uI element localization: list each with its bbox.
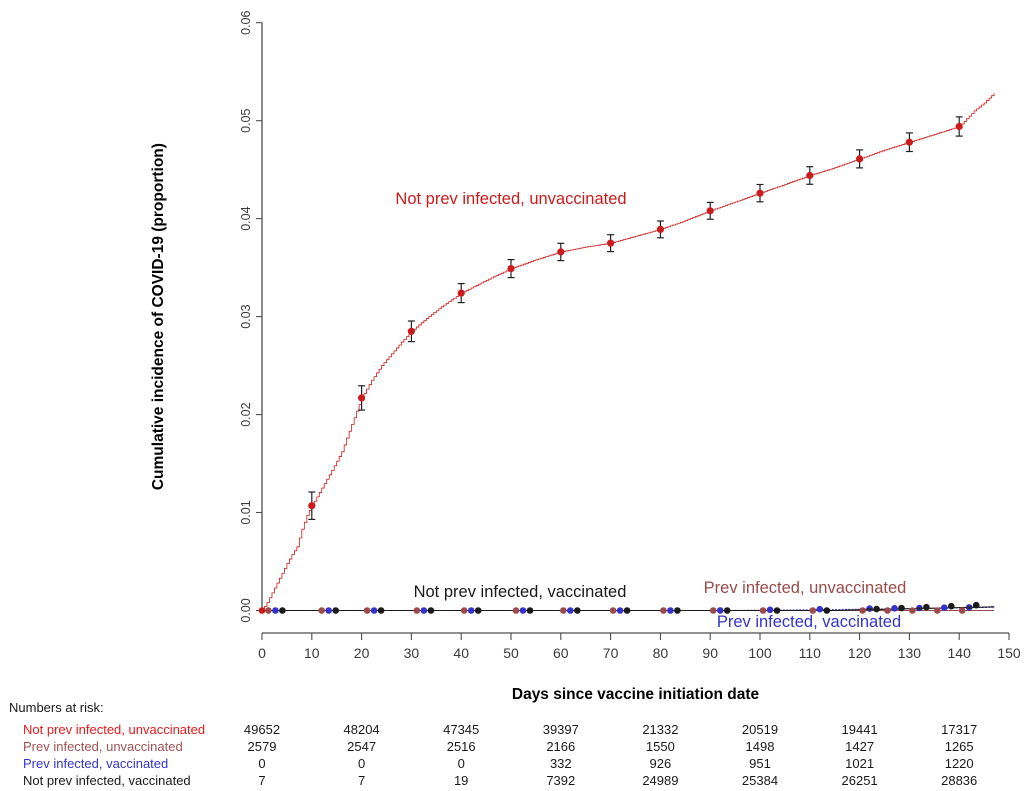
svg-text:0: 0 — [258, 645, 266, 661]
svg-text:Prev infected, unvaccinated: Prev infected, unvaccinated — [704, 579, 907, 597]
svg-text:0.00: 0.00 — [239, 598, 253, 622]
svg-text:Prev infected, vaccinated: Prev infected, vaccinated — [717, 613, 901, 631]
svg-text:0.05: 0.05 — [239, 108, 253, 132]
svg-text:10: 10 — [304, 645, 320, 661]
svg-text:40: 40 — [453, 645, 469, 661]
svg-text:130: 130 — [898, 645, 922, 661]
svg-text:90: 90 — [702, 645, 718, 661]
svg-text:0.06: 0.06 — [239, 10, 253, 34]
svg-text:Days since vaccine initiation: Days since vaccine initiation date — [512, 686, 760, 703]
svg-text:Not prev infected, vaccinated: Not prev infected, vaccinated — [414, 583, 627, 601]
svg-text:20: 20 — [354, 645, 370, 661]
svg-text:140: 140 — [948, 645, 972, 661]
svg-text:60: 60 — [553, 645, 569, 661]
svg-text:50: 50 — [503, 645, 519, 661]
svg-text:120: 120 — [848, 645, 872, 661]
svg-text:70: 70 — [603, 645, 619, 661]
svg-text:0.03: 0.03 — [239, 304, 253, 328]
svg-text:100: 100 — [748, 645, 772, 661]
svg-text:Cumulative incidence of COVID-: Cumulative incidence of COVID-19 (propor… — [150, 143, 167, 490]
svg-text:0.04: 0.04 — [239, 206, 253, 230]
svg-text:150: 150 — [997, 645, 1021, 661]
svg-text:80: 80 — [653, 645, 669, 661]
svg-text:110: 110 — [799, 645, 822, 661]
svg-text:0.02: 0.02 — [239, 402, 253, 426]
svg-text:0.01: 0.01 — [239, 500, 253, 524]
svg-text:30: 30 — [404, 645, 420, 661]
svg-text:Not prev infected, unvaccinate: Not prev infected, unvaccinated — [395, 190, 626, 208]
